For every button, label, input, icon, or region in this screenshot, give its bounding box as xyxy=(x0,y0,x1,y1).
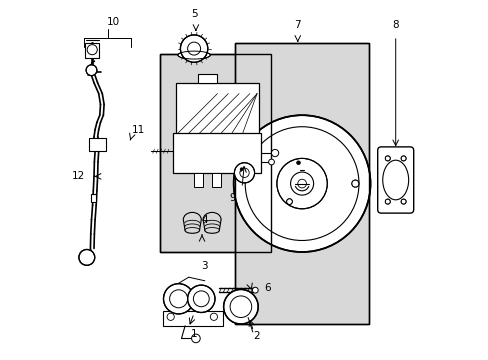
Bar xyxy=(235,43,368,324)
Circle shape xyxy=(286,199,292,204)
Circle shape xyxy=(167,313,174,320)
Circle shape xyxy=(191,334,200,343)
Bar xyxy=(160,54,271,252)
Text: 7: 7 xyxy=(294,20,301,30)
Circle shape xyxy=(385,156,389,161)
Text: 6: 6 xyxy=(264,283,271,293)
Circle shape xyxy=(87,45,97,55)
Circle shape xyxy=(210,313,217,320)
Bar xyxy=(197,74,217,83)
Text: 9: 9 xyxy=(229,193,236,203)
Circle shape xyxy=(233,115,370,252)
Text: 4: 4 xyxy=(201,215,208,225)
Circle shape xyxy=(240,168,243,171)
Circle shape xyxy=(187,285,215,312)
Circle shape xyxy=(268,159,274,165)
Bar xyxy=(194,173,203,187)
Bar xyxy=(235,43,368,324)
Text: 10: 10 xyxy=(106,17,120,27)
Circle shape xyxy=(276,158,326,209)
Circle shape xyxy=(351,180,358,187)
Text: 11: 11 xyxy=(131,125,144,135)
Bar xyxy=(176,83,258,135)
Circle shape xyxy=(400,156,406,161)
Text: 8: 8 xyxy=(391,20,398,30)
Circle shape xyxy=(400,199,406,204)
Circle shape xyxy=(180,35,207,62)
Text: 3: 3 xyxy=(201,261,208,271)
Ellipse shape xyxy=(178,51,210,59)
Bar xyxy=(212,173,221,187)
Circle shape xyxy=(271,149,278,157)
Text: 12: 12 xyxy=(72,171,85,181)
Circle shape xyxy=(385,199,389,204)
Circle shape xyxy=(223,289,258,324)
Text: 5: 5 xyxy=(190,9,197,19)
Bar xyxy=(91,194,96,202)
Circle shape xyxy=(163,284,193,314)
Text: 1: 1 xyxy=(190,329,197,339)
Circle shape xyxy=(234,163,254,183)
Circle shape xyxy=(252,287,258,293)
Text: 2: 2 xyxy=(253,330,259,341)
Circle shape xyxy=(86,65,97,76)
Bar xyxy=(172,133,260,173)
Bar xyxy=(163,311,223,326)
Circle shape xyxy=(296,161,300,165)
Bar xyxy=(85,43,99,58)
Bar xyxy=(89,138,106,151)
FancyBboxPatch shape xyxy=(377,147,413,213)
Circle shape xyxy=(79,249,95,265)
Bar xyxy=(160,54,271,252)
